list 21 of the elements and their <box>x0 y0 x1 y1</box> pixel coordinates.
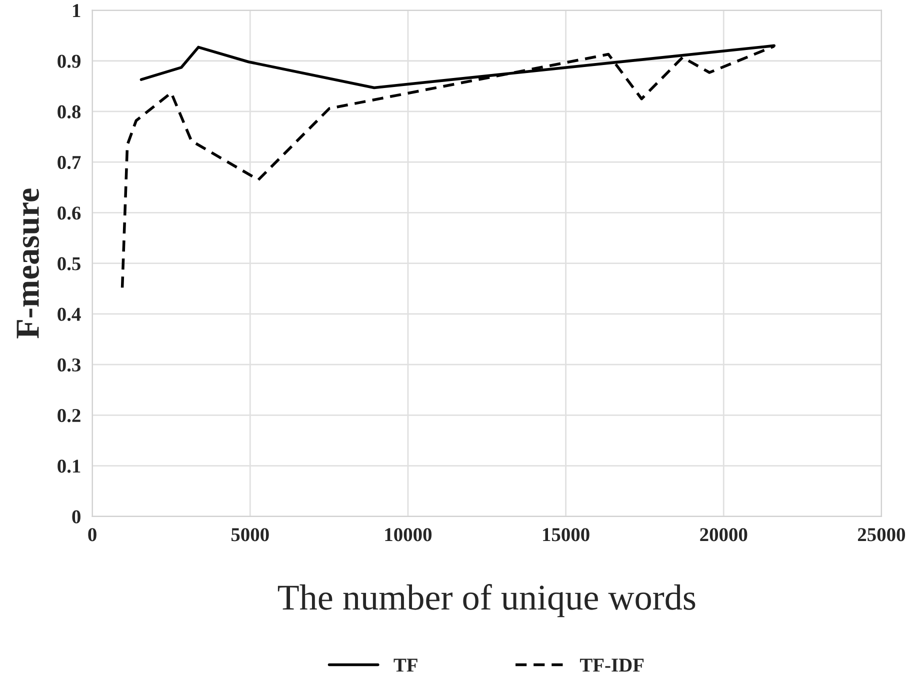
legend-label: TF-IDF <box>580 658 644 672</box>
y-tick-label: 0.4 <box>58 308 81 321</box>
x-axis-title: The number of unique words <box>278 584 696 618</box>
y-tick-label: 0.9 <box>58 54 80 68</box>
y-tick-label: 0 <box>72 510 80 524</box>
y-tick-label: 0.1 <box>58 460 80 473</box>
x-tick-label: 5000 <box>231 528 269 542</box>
legend-label: TF <box>394 658 418 672</box>
y-tick-label: 0.8 <box>58 105 81 119</box>
y-tick-label: 0.7 <box>58 156 81 170</box>
x-tick-label: 10000 <box>385 528 432 542</box>
y-axis-title: F-measure <box>16 188 40 338</box>
y-tick-label: 0.3 <box>58 358 81 372</box>
y-tick-label: 0.6 <box>58 206 81 220</box>
y-tick-label: 0.5 <box>58 257 80 270</box>
y-tick-label: 1 <box>73 4 80 18</box>
x-tick-label: 25000 <box>858 528 906 542</box>
x-tick-label: 15000 <box>543 528 590 542</box>
y-tick-label: 0.2 <box>58 409 80 422</box>
x-tick-label: 0 <box>88 528 96 542</box>
x-tick-label: 20000 <box>700 528 748 542</box>
